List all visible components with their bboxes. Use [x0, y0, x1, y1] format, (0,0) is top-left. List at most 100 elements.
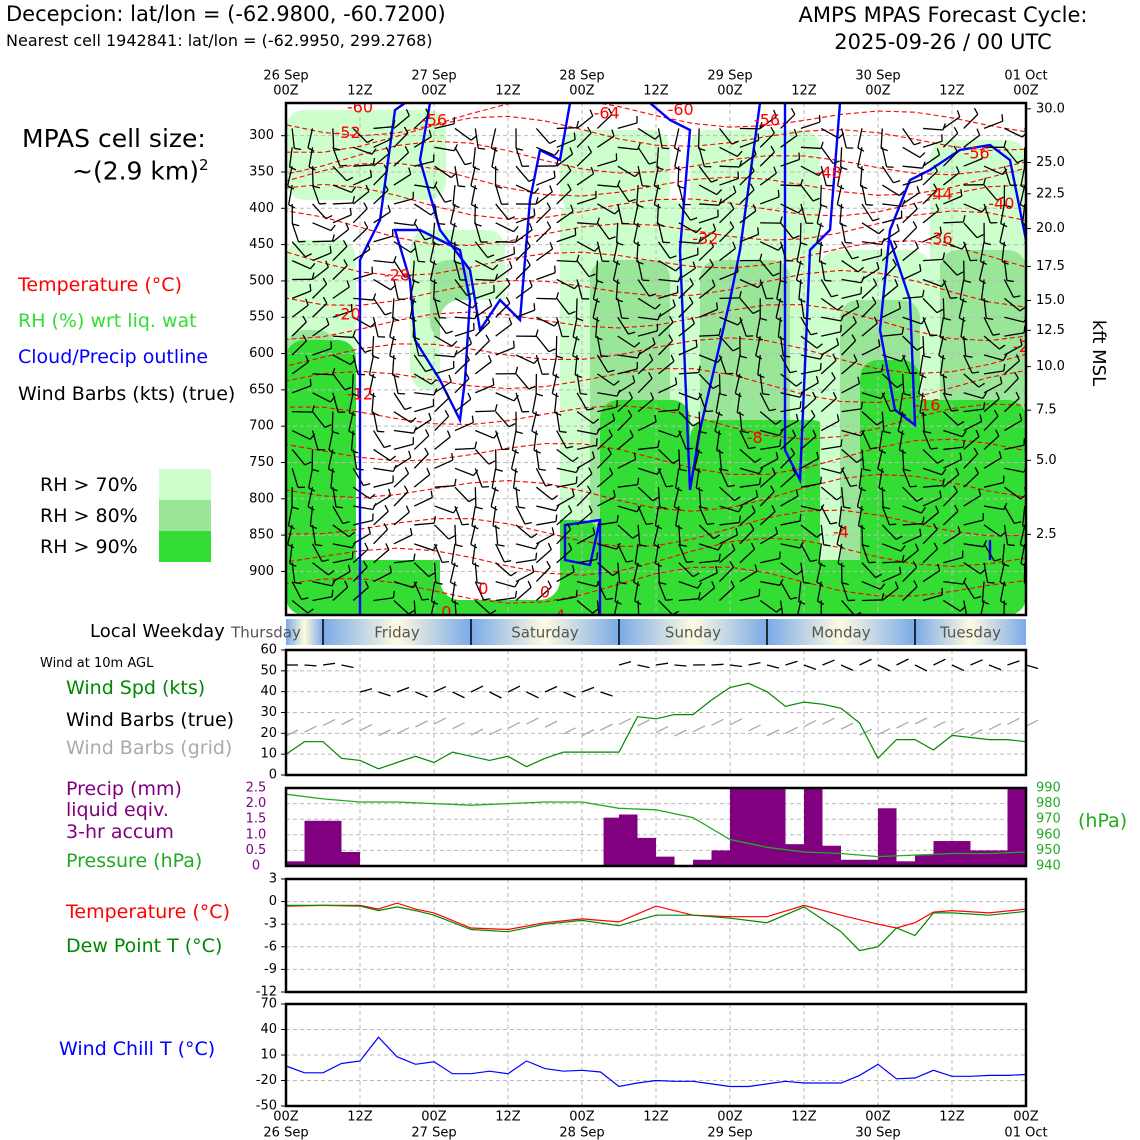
precip-tick-label: 1.0: [246, 827, 267, 842]
wind-barb: [653, 166, 660, 186]
wind-barb-flag: [453, 478, 457, 486]
wind-barb: [535, 549, 552, 564]
top-hour-label: 12Z: [791, 84, 817, 99]
wind-barb-flag: [715, 302, 719, 310]
wind-barb: [576, 115, 594, 129]
wind-barb-flag: [551, 494, 559, 501]
wind-barb-flag: [716, 189, 723, 196]
wind-barb-flag: [719, 393, 727, 397]
wind-barb-true: [507, 685, 521, 693]
wind-barb-flag: [665, 598, 673, 601]
bottom-hour-label: 00Z: [865, 1110, 891, 1125]
wind-barb: [902, 535, 922, 545]
wind-barb-flag: [674, 377, 678, 385]
wind-barb-flag: [571, 489, 575, 497]
wind-barb: [551, 373, 558, 394]
legend-rh80-swatch: [159, 500, 211, 531]
wind-barb-flag: [1006, 279, 1014, 283]
wind-barb-flag: [1028, 243, 1035, 244]
wind-barb: [515, 354, 535, 365]
wind-barb: [454, 421, 474, 432]
temp-contour-label: -60: [347, 98, 373, 117]
wind-barb-flag: [941, 280, 947, 287]
wind-barb-flag: [951, 409, 959, 412]
wind-barb-flag: [448, 535, 456, 540]
wind-barb-flag: [587, 145, 593, 153]
wind-barb: [309, 505, 314, 527]
wind-barb-grid: [618, 717, 632, 726]
wind-barb: [412, 317, 415, 338]
wind-barb-flag: [749, 523, 755, 530]
wind-barb: [515, 264, 531, 280]
wind-barb: [556, 297, 570, 315]
wind-barb-flag: [633, 581, 641, 587]
wind-barb: [291, 581, 302, 600]
wind-barb: [780, 520, 801, 526]
wind-barb: [861, 562, 876, 578]
wind-barb-flag: [345, 222, 350, 230]
wind-barb: [759, 491, 775, 507]
wind-barb: [474, 599, 491, 615]
wind-barb: [820, 260, 826, 281]
wind-barb-flag: [483, 598, 491, 601]
wind-barb-flag: [331, 367, 336, 375]
wind-barb: [495, 347, 515, 356]
wind-barb: [352, 486, 370, 500]
bottom-hour-label: 00Z: [273, 1110, 299, 1125]
y-tick-label: 10: [260, 1048, 277, 1063]
wind-barb: [535, 354, 543, 375]
isotherm-line: [286, 115, 1026, 153]
wind-barb: [902, 247, 919, 262]
wind-barb: [332, 265, 348, 280]
wind-barb: [617, 562, 621, 583]
wind-barb-flag: [838, 525, 846, 530]
wind-barb: [922, 278, 942, 288]
wind-barb: [434, 485, 455, 488]
wind-barb: [820, 359, 837, 375]
wind-barb-flag: [666, 485, 674, 488]
wind-barb-flag: [883, 430, 891, 434]
wind-barb-flag: [488, 298, 493, 306]
wind-barb-flag: [900, 545, 906, 552]
wind-barb-flag: [567, 505, 573, 512]
wind-barb: [942, 491, 958, 507]
wind-barb-flag: [914, 543, 919, 551]
wind-barb-flag: [895, 535, 903, 541]
wind-barb: [1003, 397, 1020, 413]
wind-barb: [963, 420, 982, 432]
wind-barb-flag: [672, 459, 680, 464]
precip-bar: [804, 788, 823, 866]
temp-contour-label: 0: [540, 583, 550, 602]
wind-barb-flag: [535, 393, 544, 397]
wind-barb: [739, 297, 754, 314]
wind-barb-flag: [774, 526, 779, 534]
wind-barb-flag: [852, 316, 857, 323]
wind-barb-grid: [378, 729, 391, 737]
wind-barb: [515, 165, 530, 182]
wind-barb-flag: [962, 215, 966, 223]
wind-barb: [819, 185, 822, 206]
wind-barb-flag: [652, 496, 660, 502]
wind-barb: [878, 468, 883, 489]
wind-barb: [678, 302, 694, 318]
wind-barb-flag: [709, 258, 714, 266]
wind-barb-flag: [944, 393, 952, 396]
wind-barb: [495, 411, 510, 428]
wind-barb: [556, 511, 573, 526]
wind-barb: [861, 411, 878, 426]
wind-barb-flag: [755, 355, 763, 360]
wind-barb-flag: [913, 202, 918, 210]
wind-barb: [535, 335, 550, 353]
wind-barb: [515, 285, 533, 299]
wind-barb: [816, 562, 822, 583]
wind-barb: [917, 373, 924, 394]
pressure-tick-label: 600: [249, 346, 274, 361]
wind-barb-flag: [466, 292, 474, 297]
wind-barb: [799, 222, 802, 243]
wind-barb: [472, 147, 476, 168]
wind-barb: [413, 474, 431, 488]
wind-barb-flag: [533, 187, 540, 194]
wind-barb: [902, 505, 922, 514]
wind-barb: [719, 191, 737, 205]
wind-barb: [902, 192, 920, 205]
